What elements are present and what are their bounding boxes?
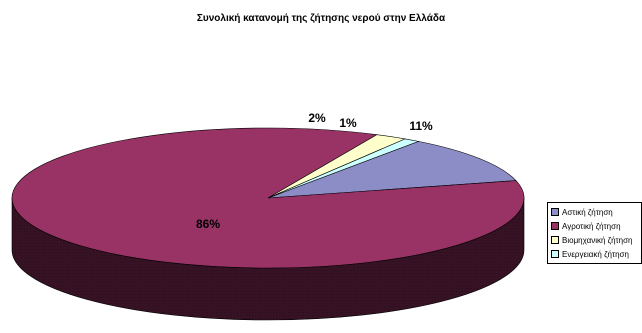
legend-swatch bbox=[551, 222, 559, 230]
legend-item: Βιομηχανική ζήτηση bbox=[551, 233, 641, 247]
legend: Αστική ζήτηση Αγροτική ζήτηση Βιομηχανική … bbox=[547, 202, 642, 264]
legend-label: Αγροτική ζήτηση bbox=[562, 221, 621, 231]
slice-label-2: 2% bbox=[308, 111, 326, 125]
slice-label-3: 1% bbox=[339, 116, 357, 130]
legend-swatch bbox=[551, 250, 559, 258]
legend-swatch bbox=[551, 208, 559, 216]
pie-slice-3 bbox=[267, 138, 420, 199]
slice-label-1: 86% bbox=[196, 217, 220, 231]
legend-label: Ενεργειακή ζήτηση bbox=[562, 249, 629, 259]
legend-item: Αστική ζήτηση bbox=[551, 205, 641, 219]
legend-label: Αστική ζήτηση bbox=[562, 207, 613, 217]
chart-title: Συνολική κατανομή της ζήτησης νερού στην… bbox=[196, 13, 446, 24]
legend-swatch bbox=[551, 236, 559, 244]
legend-label: Βιομηχανική ζήτηση bbox=[562, 235, 633, 245]
legend-item: Ενεργειακή ζήτηση bbox=[551, 247, 641, 261]
pie-slice-0 bbox=[267, 141, 517, 199]
slice-label-0: 11% bbox=[409, 119, 433, 133]
legend-item: Αγροτική ζήτηση bbox=[551, 219, 641, 233]
pie-side-shade-1 bbox=[12, 198, 524, 320]
